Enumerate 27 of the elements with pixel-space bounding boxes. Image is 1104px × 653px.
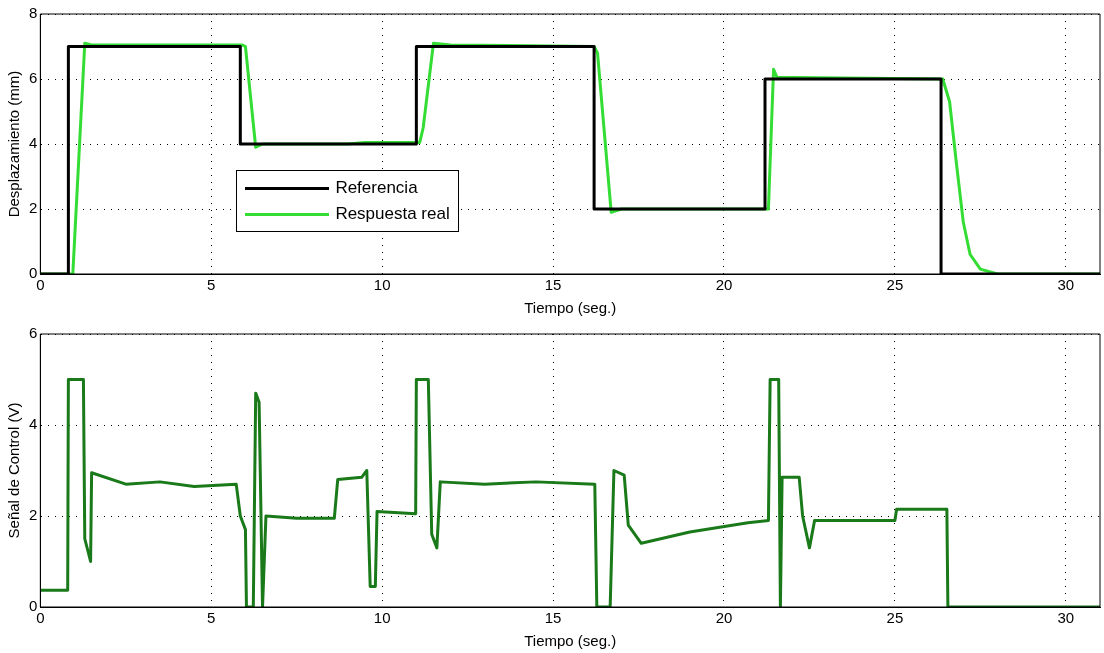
x-tick-label: 15 — [544, 276, 562, 294]
y-tick-label: 0 — [29, 264, 38, 282]
x-axis-title: Tiempo (seg.) — [524, 632, 617, 650]
y-axis-title: Señal de Control (V) — [5, 402, 23, 539]
x-tick-label: 15 — [544, 609, 562, 627]
y-tick-label: 4 — [29, 415, 38, 433]
x-tick-label: 20 — [715, 276, 733, 294]
x-tick-label: 25 — [886, 609, 904, 627]
y-tick-label: 0 — [29, 597, 38, 615]
x-tick-label: 25 — [886, 276, 904, 294]
legend-label: Respuesta real — [335, 204, 450, 224]
y-tick-label: 2 — [29, 199, 38, 217]
x-tick-label: 10 — [373, 609, 391, 627]
y-tick-label: 4 — [29, 134, 38, 152]
x-tick-label: 30 — [1057, 609, 1075, 627]
y-tick-label: 6 — [29, 324, 38, 342]
y-tick-label: 8 — [29, 4, 38, 22]
x-tick-label: 20 — [715, 609, 733, 627]
y-tick-label: 2 — [29, 506, 38, 524]
y-tick-label: 6 — [29, 69, 38, 87]
x-tick-label: 5 — [207, 276, 216, 294]
x-tick-label: 30 — [1057, 276, 1075, 294]
x-tick-label: 10 — [373, 276, 391, 294]
legend-label: Referencia — [335, 178, 418, 198]
x-axis-title: Tiempo (seg.) — [524, 299, 617, 317]
x-tick-label: 5 — [207, 609, 216, 627]
y-axis-title: Desplazamiento (mm) — [5, 70, 23, 218]
